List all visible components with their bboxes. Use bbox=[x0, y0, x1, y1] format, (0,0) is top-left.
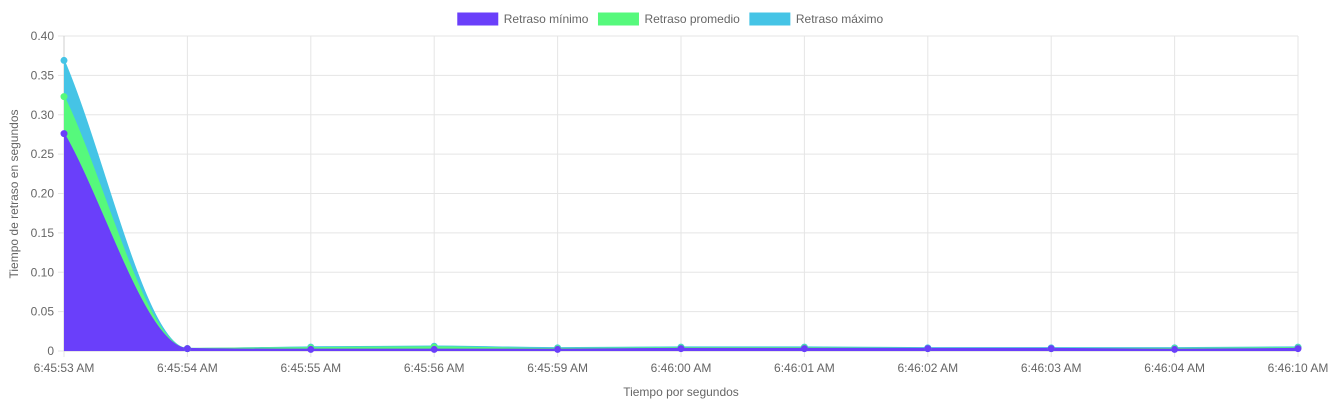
y-tick-label: 0.20 bbox=[31, 187, 55, 201]
legend-label: Retraso promedio bbox=[644, 12, 740, 26]
data-point[interactable] bbox=[60, 130, 68, 138]
data-point[interactable] bbox=[924, 345, 932, 353]
x-tick-label: 6:45:54 AM bbox=[157, 361, 218, 375]
data-points bbox=[60, 56, 1302, 353]
x-tick-label: 6:46:03 AM bbox=[1021, 361, 1082, 375]
data-point[interactable] bbox=[60, 93, 68, 101]
grid bbox=[58, 35, 1299, 357]
legend-swatch bbox=[749, 12, 791, 26]
y-tick-label: 0.25 bbox=[31, 147, 55, 161]
legend-item-1[interactable]: Retraso mínimo bbox=[457, 12, 589, 26]
data-point[interactable] bbox=[183, 345, 191, 353]
x-tick-label: 6:45:53 AM bbox=[34, 361, 95, 375]
x-tick-label: 6:46:10 AM bbox=[1268, 361, 1329, 375]
data-point[interactable] bbox=[1294, 345, 1302, 353]
y-tick-label: 0.05 bbox=[31, 305, 55, 319]
x-axis-ticks: 6:45:53 AM 6:45:54 AM 6:45:55 AM 6:45:56 AM… bbox=[34, 361, 1329, 375]
x-tick-label: 6:45:55 AM bbox=[280, 361, 341, 375]
legend-label: Retraso máximo bbox=[796, 12, 884, 26]
data-point[interactable] bbox=[1047, 345, 1055, 353]
y-tick-label: 0.30 bbox=[31, 108, 55, 122]
area-series bbox=[63, 60, 1299, 351]
y-tick-label: 0.15 bbox=[31, 226, 55, 240]
data-point[interactable] bbox=[430, 345, 438, 353]
data-point[interactable] bbox=[60, 56, 68, 64]
x-tick-label: 6:46:04 AM bbox=[1144, 361, 1205, 375]
x-tick-label: 6:45:56 AM bbox=[404, 361, 465, 375]
x-tick-label: 6:46:02 AM bbox=[897, 361, 958, 375]
legend-swatch bbox=[597, 12, 639, 26]
legend-label: Retraso mínimo bbox=[504, 12, 589, 26]
x-tick-label: 6:46:01 AM bbox=[774, 361, 835, 375]
data-point[interactable] bbox=[677, 345, 685, 353]
data-point[interactable] bbox=[307, 345, 315, 353]
x-tick-label: 6:45:59 AM bbox=[527, 361, 588, 375]
x-tick-label: 6:46:00 AM bbox=[651, 361, 712, 375]
x-axis-title: Tiempo por segundos bbox=[623, 385, 739, 399]
y-axis-title: Tiempo de retraso en segundos bbox=[7, 110, 21, 279]
y-tick-label: 0.10 bbox=[31, 265, 55, 279]
legend[interactable]: Retraso mínimo Retraso promedio Retraso má… bbox=[457, 12, 884, 26]
y-axis-ticks: 0 0.05 0.10 0.15 0.20 0.25 0.30 0.35 0.40 bbox=[31, 29, 55, 358]
legend-item-2[interactable]: Retraso promedio bbox=[597, 12, 740, 26]
legend-item-3[interactable]: Retraso máximo bbox=[749, 12, 884, 26]
series-line-1 bbox=[63, 133, 1299, 351]
data-point[interactable] bbox=[800, 345, 808, 353]
data-point[interactable] bbox=[554, 345, 562, 353]
y-tick-label: 0.35 bbox=[31, 68, 55, 82]
y-tick-label: 0 bbox=[47, 344, 54, 358]
y-tick-label: 0.40 bbox=[31, 29, 55, 43]
legend-swatch bbox=[457, 12, 499, 26]
data-point[interactable] bbox=[1171, 345, 1179, 353]
